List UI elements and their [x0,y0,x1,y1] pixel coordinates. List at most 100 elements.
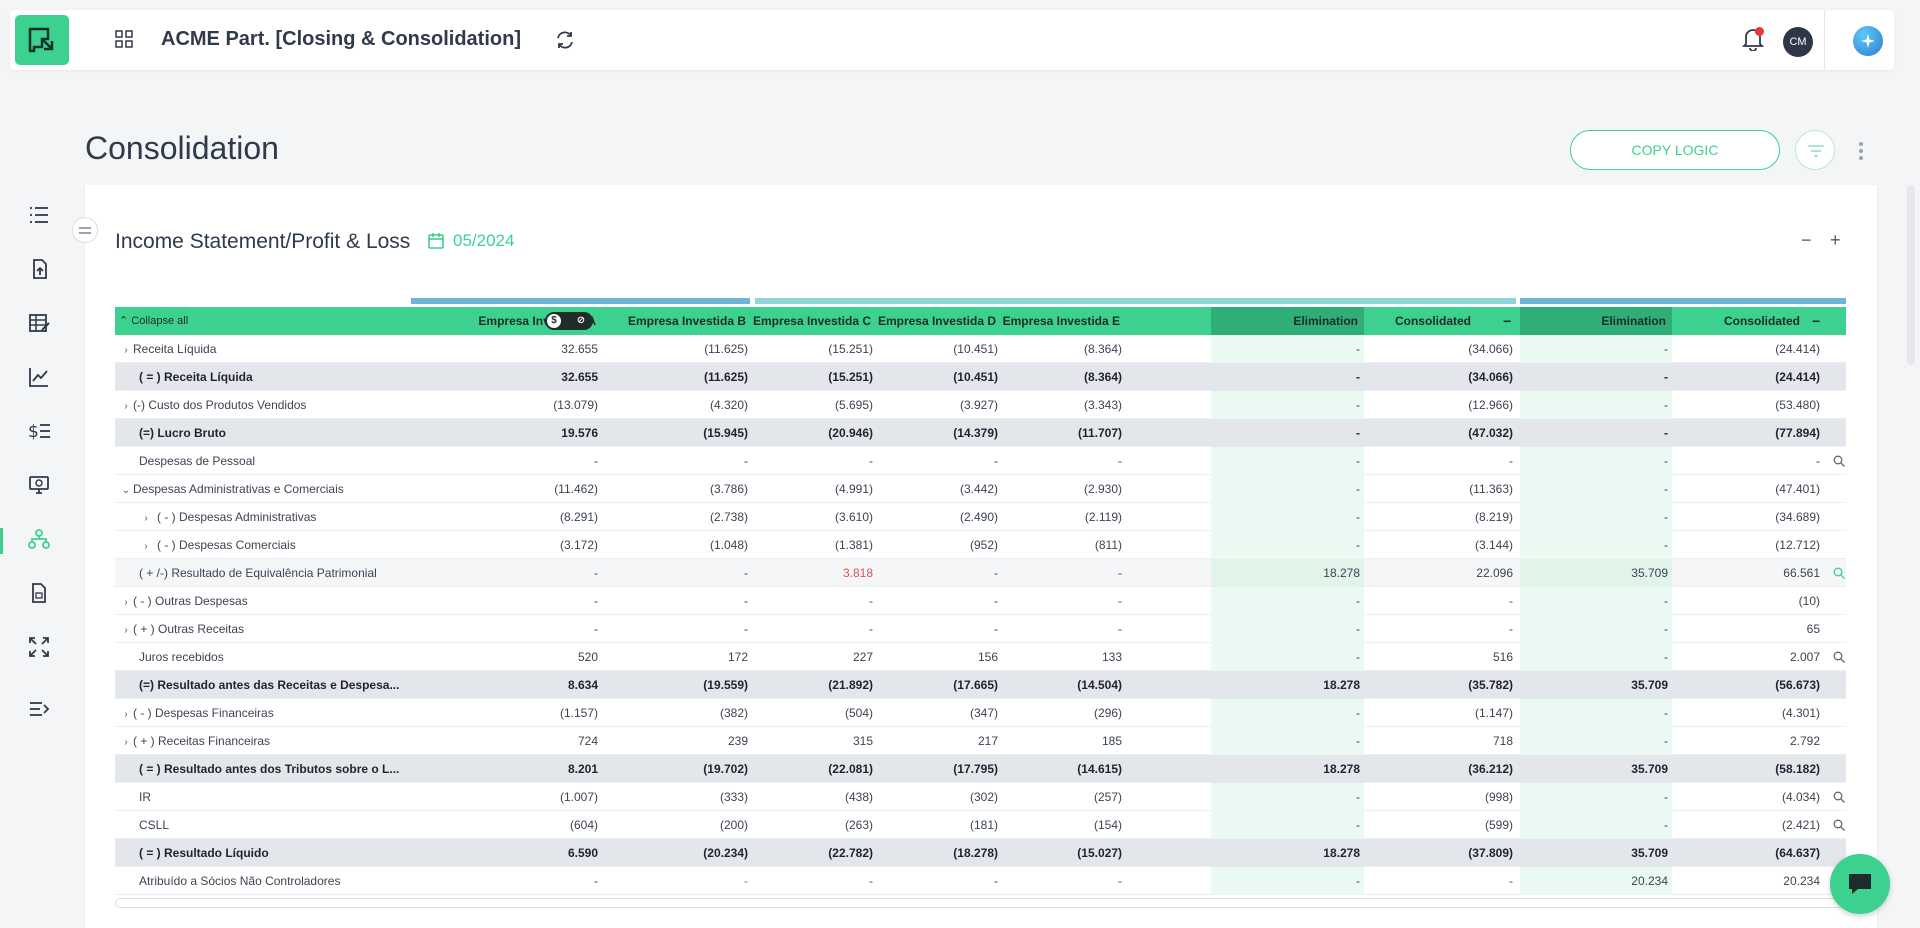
table-row[interactable]: (=) Resultado antes das Receitas e Despe… [115,671,1846,699]
table-cell: 35.709 [1520,839,1672,867]
apps-grid-icon[interactable] [115,30,135,50]
horizontal-scrollbar[interactable] [115,898,1846,908]
dollar-list-icon[interactable]: $ [28,420,54,446]
column-header-label: Empresa Investida E [1002,314,1120,328]
row-label-text: ( - ) Outras Despesas [133,594,248,608]
chevron-right-icon[interactable]: › [124,597,128,608]
table-cell: - [1520,811,1672,839]
vertical-scrollbar[interactable] [1907,185,1915,365]
group-band-3 [1520,298,1846,304]
table-row[interactable]: ( = ) Resultado Líquido 6.590 (20.234) (22.… [115,839,1846,867]
table-cell: - [1211,503,1364,531]
column-header-label: Empresa Investida D [877,314,996,328]
collapse-group-button-2[interactable]: − [1812,313,1821,329]
table-row[interactable]: › ( - ) Despesas Administrativas (8.291) (2… [115,503,1846,531]
collapse-group-button-1[interactable]: − [1503,313,1512,329]
expand-arrows-icon[interactable] [28,636,54,662]
table-row[interactable]: Juros recebidos 520 172 227 156 133-516-2.007 [115,643,1846,671]
app-logo[interactable] [15,15,69,65]
period-date-picker[interactable]: 05/2024 [427,231,514,251]
table-cell: (3.144) [1474,538,1513,552]
table-row[interactable]: › (-) Custo dos Produtos Vendidos (13.079)… [115,391,1846,419]
table-row[interactable]: ⌄ Despesas Administrativas e Comerciais (1… [115,475,1846,503]
table-row[interactable]: IR (1.007) (333) (438) (302) (257) - (998) - (4.0… [115,783,1846,811]
table-row[interactable]: ›( + ) Outras Receitas - - - - - - - -65 [115,615,1846,643]
user-avatar[interactable]: CM [1783,27,1813,57]
table-cell: (1.147) [1474,706,1513,720]
drag-handle-icon[interactable] [72,217,98,243]
row-label-text: ( + ) Outras Receitas [133,622,245,636]
upload-file-icon[interactable] [28,258,54,284]
list-icon[interactable] [28,204,54,230]
table-cell: (382) [719,706,748,720]
table-cell: (4.991) [834,482,873,496]
table-cell: 2.792 [1789,734,1820,748]
table-row[interactable]: ( + /-) Resultado de Equivalência Patrim… [115,559,1846,587]
expand-card-button[interactable]: + [1830,230,1841,250]
table-cell: (11.707) [1077,426,1122,440]
table-row[interactable]: ›( - ) Outras Despesas - - - - - - - - (10) [115,587,1846,615]
chat-support-button[interactable] [1830,854,1890,914]
table-cell: - [1211,643,1364,671]
collapse-all-button[interactable]: ⌃ Collapse all [119,315,189,327]
search-icon[interactable] [1833,567,1845,579]
search-icon[interactable] [1833,455,1845,467]
table-row[interactable]: ( = ) Resultado antes dos Tributos sobre… [115,755,1846,783]
refresh-icon[interactable] [554,29,576,56]
table-cell: (53.480) [1775,398,1820,412]
chevron-right-icon[interactable]: › [144,541,148,552]
search-icon[interactable] [1833,651,1845,663]
table-row[interactable]: › ( - ) Despesas Financeiras (1.157) (382) (… [115,699,1846,727]
table-cell: - [1211,783,1364,811]
table-cell: - [744,594,748,608]
table-row[interactable]: ( = ) Receita Líquida 32.655 (11.625) (15.2… [115,363,1846,391]
table-row[interactable]: (=) Lucro Bruto 19.576 (15.945) (20.946) (14… [115,419,1846,447]
chevron-right-icon[interactable]: › [124,401,128,412]
table-row[interactable]: › ( + ) Receitas Financeiras 724 239 315 217 1… [115,727,1846,755]
line-chart-icon[interactable] [28,366,54,392]
table-row[interactable]: › ( - ) Despesas Comerciais (3.172) (1.048)… [115,531,1846,559]
table-cell: - [1211,447,1364,475]
chevron-right-icon[interactable]: › [124,625,128,636]
row-label: CSLL [139,811,169,839]
table-cell: - [1211,811,1364,839]
search-icon[interactable] [1833,819,1845,831]
table-cell: - [994,566,998,580]
notification-badge [1755,27,1764,36]
table-row[interactable]: Despesas de Pessoal - - - - - - - - - [115,447,1846,475]
currency-toggle[interactable]: $ ⊘ [545,312,593,330]
chevron-right-icon[interactable]: › [144,513,148,524]
row-label: › ( - ) Outras Despesas [119,587,248,615]
org-tree-icon[interactable] [28,528,54,554]
chevron-right-icon[interactable]: › [124,345,128,356]
column-header-5: Empresa Investida E [1002,307,1126,335]
copy-logic-button[interactable]: COPY LOGIC [1570,130,1780,170]
monitor-icon[interactable] [28,474,54,500]
column-header-3: Empresa Investida C [752,307,877,335]
table-cell: - [1211,587,1364,615]
chevron-down-icon[interactable]: ⌄ [121,485,131,496]
filter-icon [1808,145,1824,157]
table-cell: - [594,594,598,608]
chevron-right-icon[interactable]: › [124,709,128,720]
collapse-card-button[interactable]: − [1801,230,1812,250]
search-icon[interactable] [1833,791,1845,803]
table-cell: (3.442) [959,482,998,496]
table-cell: (2.119) [1084,510,1122,524]
more-options-icon[interactable] [1855,140,1867,162]
ai-assistant-icon[interactable] [1853,26,1883,56]
chevron-right-icon[interactable]: › [124,737,128,748]
collapse-menu-icon[interactable] [28,698,54,724]
table-row[interactable]: Atribuído a Sócios Não Controladores - - - -… [115,867,1846,895]
filter-button[interactable] [1795,130,1835,170]
table-cell: - [1520,699,1672,727]
ledger-edit-icon[interactable] [28,312,54,338]
report-file-icon[interactable] [28,582,54,608]
table-row[interactable]: CSLL (604) (200) (263) (181) (154) - (599) - (2.4… [115,811,1846,839]
row-label-text: Despesas de Pessoal [139,454,256,468]
table-cell: (811) [1094,538,1122,552]
table-cell: 315 [852,734,873,748]
table-cell: (10.451) [953,342,998,356]
table-cell: (333) [719,790,748,804]
table-row[interactable]: › Receita Líquida 32.655 (11.625) (15.251) (1… [115,335,1846,363]
